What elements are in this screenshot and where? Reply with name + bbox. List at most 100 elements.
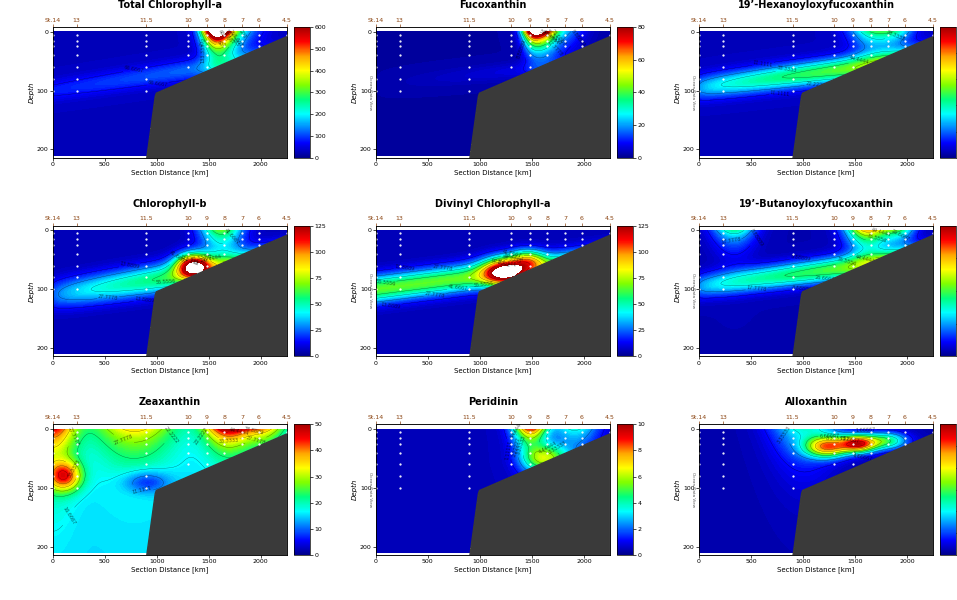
X-axis label: Section Distance [km]: Section Distance [km] (455, 368, 531, 374)
Text: 5: 5 (852, 451, 856, 456)
Text: 69.4444: 69.4444 (503, 253, 523, 262)
Title: Chlorophyll-b: Chlorophyll-b (132, 199, 207, 209)
Text: 11.1111: 11.1111 (753, 60, 773, 68)
Text: 27.7778: 27.7778 (113, 434, 134, 446)
Text: 35.5556: 35.5556 (545, 28, 563, 46)
Text: 33.3333: 33.3333 (885, 29, 906, 42)
Text: 22.2222: 22.2222 (193, 427, 210, 446)
Text: 8.33333: 8.33333 (826, 436, 846, 441)
Text: 41.6667: 41.6667 (448, 284, 469, 292)
Polygon shape (376, 37, 610, 167)
Text: 8.88889: 8.88889 (749, 227, 765, 247)
Text: 17.7778: 17.7778 (546, 40, 564, 58)
Title: 19’-Butanoyloxyfucoxanthin: 19’-Butanoyloxyfucoxanthin (739, 199, 894, 209)
Y-axis label: Depth: Depth (675, 280, 681, 302)
Text: 2.22222: 2.22222 (512, 437, 522, 458)
Text: 266.667: 266.667 (228, 29, 243, 48)
Text: 97.2222: 97.2222 (491, 258, 511, 268)
Text: 1.66667: 1.66667 (856, 427, 876, 433)
X-axis label: Section Distance [km]: Section Distance [km] (131, 566, 209, 573)
Text: 55.5556: 55.5556 (156, 278, 176, 285)
Text: 35.5556: 35.5556 (836, 256, 857, 267)
Text: 35.5556: 35.5556 (866, 233, 887, 244)
Text: 16.6667: 16.6667 (61, 506, 77, 526)
Y-axis label: Depth: Depth (351, 280, 358, 302)
Text: 17.7778: 17.7778 (746, 285, 767, 292)
Y-axis label: Depth: Depth (675, 82, 681, 103)
Text: 11.6667: 11.6667 (839, 436, 860, 444)
Text: 13.8889: 13.8889 (120, 260, 140, 269)
X-axis label: Section Distance [km]: Section Distance [km] (777, 566, 855, 573)
Text: 41.6667: 41.6667 (501, 250, 522, 259)
Polygon shape (699, 434, 933, 565)
Text: 200: 200 (238, 29, 248, 39)
X-axis label: Section Distance [km]: Section Distance [km] (455, 566, 531, 573)
Text: 27.7778: 27.7778 (245, 435, 266, 446)
X-axis label: Section Distance [km]: Section Distance [km] (131, 169, 209, 176)
Y-axis label: Depth: Depth (675, 479, 681, 500)
Title: Peridinin: Peridinin (468, 397, 518, 407)
Text: 4.44444: 4.44444 (538, 441, 558, 455)
Text: 27.7778: 27.7778 (433, 264, 454, 272)
Text: 33.3333: 33.3333 (67, 458, 81, 479)
Y-axis label: Depth: Depth (29, 479, 34, 500)
X-axis label: Section Distance [km]: Section Distance [km] (777, 368, 855, 374)
Text: 53.3333: 53.3333 (538, 29, 558, 44)
Text: 22.2222: 22.2222 (805, 80, 826, 88)
Text: 44.4444: 44.4444 (870, 227, 891, 238)
Text: 55.5556: 55.5556 (375, 279, 396, 286)
Text: 38.8889: 38.8889 (243, 426, 264, 436)
Polygon shape (699, 235, 933, 366)
Text: 8.88889: 8.88889 (791, 286, 812, 293)
Text: 27.7778: 27.7778 (98, 294, 119, 301)
Text: 44.4444: 44.4444 (855, 254, 875, 265)
Text: 6.66667: 6.66667 (819, 433, 839, 439)
Text: 1.11111: 1.11111 (505, 439, 513, 460)
Text: 66.6667: 66.6667 (123, 65, 145, 74)
Text: 13.8889: 13.8889 (381, 302, 401, 309)
Text: 466.667: 466.667 (217, 29, 236, 46)
Text: 3.33333: 3.33333 (547, 440, 568, 455)
Text: 44.4444: 44.4444 (229, 427, 249, 436)
Polygon shape (376, 434, 610, 565)
Text: 200: 200 (199, 37, 208, 48)
Text: 1.66667: 1.66667 (852, 453, 873, 461)
Text: 33.3333: 33.3333 (776, 65, 797, 74)
Y-axis label: Depth: Depth (351, 82, 358, 103)
Polygon shape (376, 235, 610, 366)
Text: 26.6667: 26.6667 (891, 228, 911, 242)
Text: 3.33333: 3.33333 (516, 434, 526, 455)
Text: 3.33333: 3.33333 (776, 425, 791, 445)
Text: 44.4444: 44.4444 (849, 56, 870, 65)
Text: 66.6667: 66.6667 (147, 80, 167, 88)
Polygon shape (699, 37, 933, 167)
Text: 11.1111: 11.1111 (769, 90, 790, 97)
Text: 22.2222: 22.2222 (163, 425, 180, 445)
Text: 13.8889: 13.8889 (394, 263, 415, 271)
X-axis label: Section Distance [km]: Section Distance [km] (455, 169, 531, 176)
Polygon shape (53, 235, 287, 366)
Title: Alloxanthin: Alloxanthin (785, 397, 848, 407)
Text: 333.333: 333.333 (224, 29, 240, 47)
Text: 97.2222: 97.2222 (193, 254, 213, 266)
Text: 17.7778: 17.7778 (721, 236, 742, 245)
Text: 400: 400 (216, 40, 227, 48)
Text: 4.44444: 4.44444 (509, 420, 524, 440)
Text: 26.6667: 26.6667 (550, 28, 567, 47)
Text: 111.111: 111.111 (496, 259, 517, 268)
Text: 8.88889: 8.88889 (790, 254, 811, 262)
Text: 8.88889: 8.88889 (569, 29, 586, 48)
Text: 13.8889: 13.8889 (134, 296, 155, 304)
Text: 33.3333: 33.3333 (219, 438, 239, 444)
Title: 19’-Hexanoyloxyfucoxanthin: 19’-Hexanoyloxyfucoxanthin (738, 0, 895, 10)
Text: 111.111: 111.111 (179, 254, 200, 267)
X-axis label: Section Distance [km]: Section Distance [km] (777, 169, 855, 176)
Text: 11.1111: 11.1111 (132, 485, 153, 494)
Y-axis label: Depth: Depth (29, 82, 34, 103)
Polygon shape (53, 434, 287, 565)
X-axis label: Section Distance [km]: Section Distance [km] (131, 368, 209, 374)
Y-axis label: Depth: Depth (351, 479, 358, 500)
Text: 10: 10 (842, 437, 849, 442)
Text: 55.5556: 55.5556 (474, 281, 494, 288)
Text: 69.4444: 69.4444 (202, 254, 222, 264)
